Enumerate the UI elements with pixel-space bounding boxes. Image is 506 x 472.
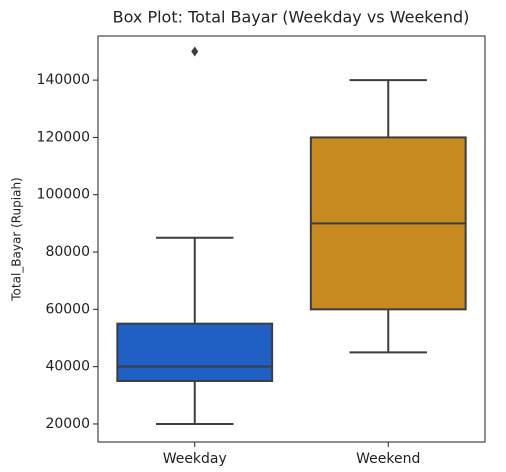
y-tick-label: 100000 xyxy=(37,187,90,203)
plot-frame xyxy=(97,35,486,443)
box xyxy=(116,322,274,382)
chart-title: Box Plot: Total Bayar (Weekday vs Weeken… xyxy=(113,8,470,27)
y-tick-label: 80000 xyxy=(45,244,90,260)
y-tick-label: 60000 xyxy=(45,301,90,317)
y-tick-label: 140000 xyxy=(37,72,90,88)
x-tick-label: Weekday xyxy=(163,451,227,467)
y-tick-label: 20000 xyxy=(45,416,90,432)
y-tick-label: 40000 xyxy=(45,359,90,375)
y-axis-label: Total_Bayar (Rupiah) xyxy=(10,177,24,302)
y-tick-label: 120000 xyxy=(37,129,90,145)
x-tick-label: Weekend xyxy=(356,451,420,467)
outlier xyxy=(191,46,199,57)
